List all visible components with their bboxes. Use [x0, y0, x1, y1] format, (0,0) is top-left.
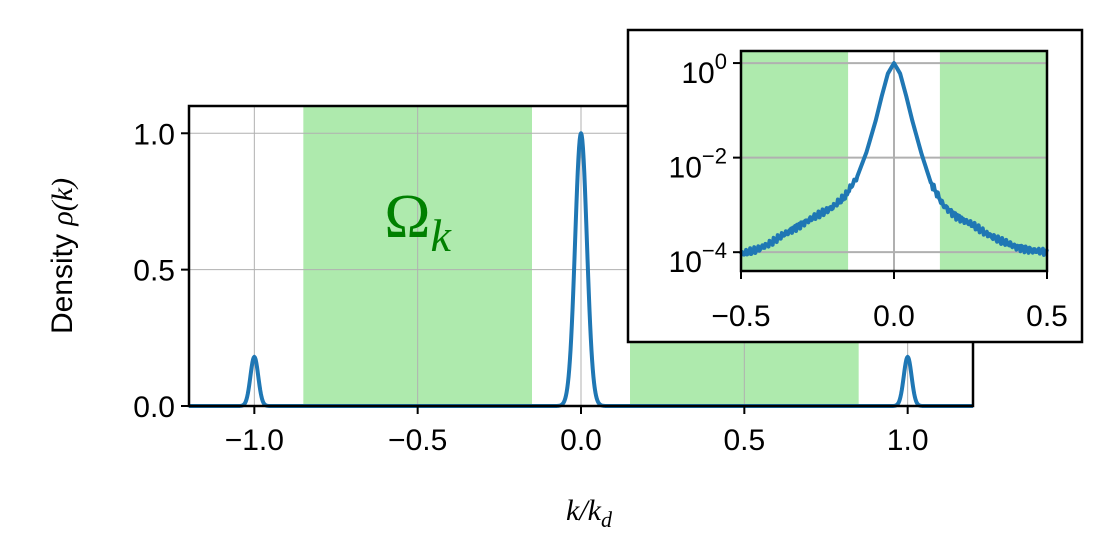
main-y-tick-label-0: 0.0	[133, 391, 175, 424]
main-y-tick-label-1: 0.5	[133, 255, 175, 288]
inset-y-tick-label-1: 10−2	[669, 144, 727, 185]
omega-annotation: Ωk	[384, 183, 452, 261]
inset-y-tick-label-0: 100	[681, 49, 727, 90]
inset-shaded-region-0	[741, 51, 849, 271]
main-x-tick-label-2: 0.0	[560, 424, 602, 457]
y-axis-label-var: k	[46, 187, 79, 201]
omega-subscript: k	[430, 210, 452, 261]
x-axis-label: k/kd	[566, 494, 613, 532]
y-axis-label-text: Density	[46, 226, 79, 334]
omega-symbol: Ω	[384, 183, 430, 251]
main-x-tick-label-4: 1.0	[887, 424, 929, 457]
main-x-tick-label-0: −1.0	[225, 424, 284, 457]
inset-x-tick-label-0: −0.5	[711, 300, 770, 333]
x-axis-label-subscript: d	[601, 507, 613, 532]
main-y-tick-label-2: 1.0	[133, 118, 175, 151]
x-axis-label-kd: k	[588, 494, 602, 527]
main-x-tick-label-1: −0.5	[388, 424, 447, 457]
inset-y-tick-label-2: 10−4	[669, 238, 727, 279]
main-ticks: −1.0 −0.5 0.0 0.5 1.0 0.0 0.5 1.0	[133, 118, 928, 457]
inset-density-line	[739, 61, 1049, 257]
inset-ticks: −0.5 0.0 0.5 100 10−2 10−4	[669, 49, 1068, 333]
y-axis-label-close: )	[46, 178, 79, 190]
y-axis-label: Density ρ(k)	[46, 178, 79, 334]
inset-x-tick-label-1: 0.0	[873, 300, 915, 333]
x-axis-label-k: k	[566, 494, 580, 527]
inset-x-tick-label-2: 0.5	[1026, 300, 1068, 333]
main-x-tick-label-3: 0.5	[723, 424, 765, 457]
inset-plot: −0.5 0.0 0.5 100 10−2 10−4	[626, 28, 1084, 344]
y-axis-label-rho: ρ(	[46, 199, 79, 226]
x-axis-label-slash: /	[577, 494, 590, 527]
